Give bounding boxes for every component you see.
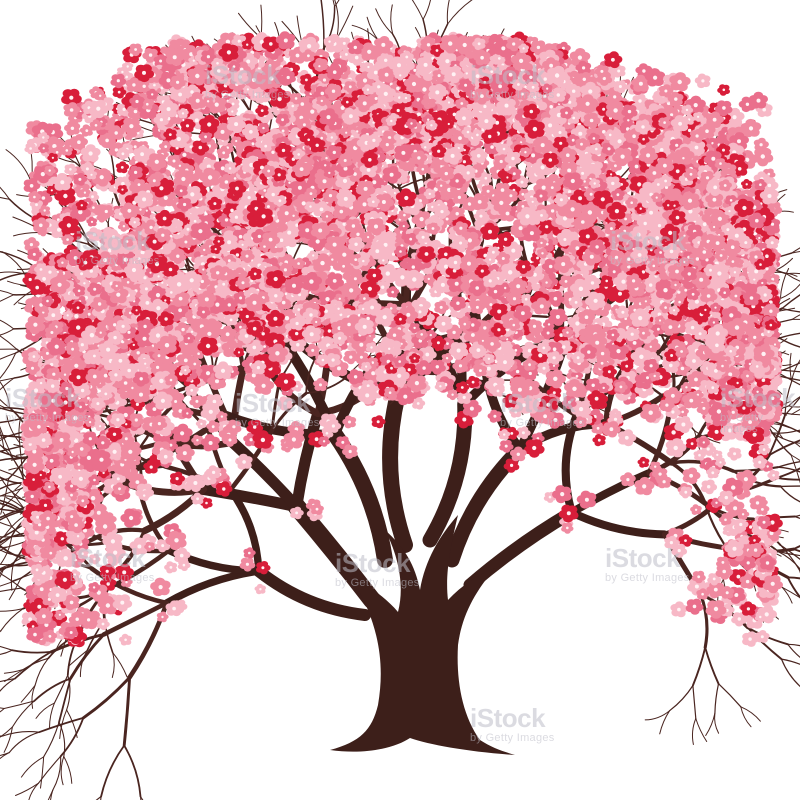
branch: [782, 281, 800, 309]
branch: [792, 308, 800, 319]
branch: [0, 171, 10, 199]
branch: [391, 5, 393, 34]
branch: [778, 460, 800, 467]
branch: [448, 0, 475, 24]
branch: [406, 0, 423, 19]
branch: [331, 0, 335, 6]
branch: [781, 486, 800, 507]
branch: [0, 289, 14, 295]
branch: [321, 0, 324, 49]
branch: [780, 338, 800, 350]
branch: [11, 564, 13, 591]
branch: [792, 236, 800, 253]
branch: [0, 353, 16, 382]
branch: [0, 353, 16, 367]
branch: [787, 274, 800, 285]
branch: [336, 6, 352, 39]
branch: [376, 9, 393, 34]
branch: [423, 0, 432, 19]
branch: [6, 150, 31, 183]
branch: [0, 314, 14, 329]
branch: [113, 653, 127, 677]
branch: [112, 653, 114, 678]
branch: [0, 329, 14, 337]
branch: [390, 395, 405, 545]
branch: [780, 332, 800, 338]
branch: [0, 295, 14, 311]
branch: [0, 349, 17, 350]
